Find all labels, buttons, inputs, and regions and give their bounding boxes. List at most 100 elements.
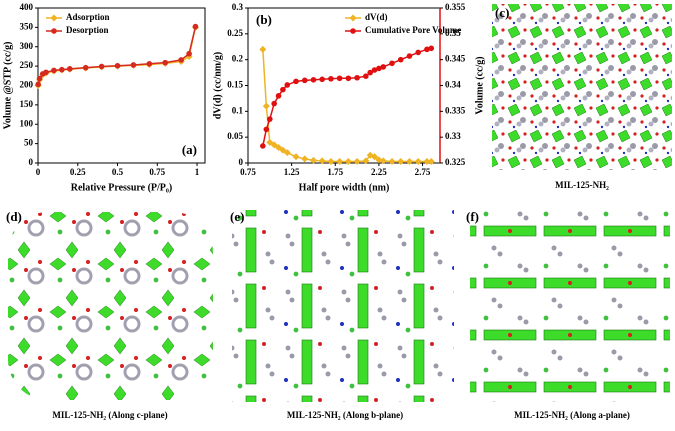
plot-frame <box>37 7 206 164</box>
marker <box>353 157 361 165</box>
marker <box>186 50 192 57</box>
marker <box>178 57 184 63</box>
x-tick-label: 0.75 <box>240 167 256 177</box>
marker <box>67 66 73 72</box>
panel-label: (f) <box>466 209 479 224</box>
marker <box>362 157 370 165</box>
y-tick-label: 150 <box>20 99 34 109</box>
marker <box>350 28 356 34</box>
marker <box>424 46 430 53</box>
marker <box>51 28 57 34</box>
y-tick-label: 350 <box>20 21 34 31</box>
y-tick-label: 0.1 <box>232 105 244 115</box>
y-tick-label: 250 <box>20 60 34 70</box>
panel-label: (d) <box>6 209 22 224</box>
marker <box>405 157 413 165</box>
y-tick-label: 0.2 <box>232 54 244 64</box>
x-tick-label: 2.75 <box>415 167 431 177</box>
structure-image <box>470 210 670 402</box>
x-tick-label: 0.25 <box>70 167 86 177</box>
marker <box>259 45 267 53</box>
marker <box>354 74 360 81</box>
y2-tick-label: 0.325 <box>445 157 466 167</box>
marker <box>114 62 121 69</box>
marker <box>310 77 317 83</box>
panel-label: (a) <box>182 142 197 157</box>
x-tick-label: 2.25 <box>371 167 387 177</box>
structure-image <box>232 210 454 402</box>
y-tick-label: 300 <box>20 41 34 51</box>
panel-label: (e) <box>230 209 244 224</box>
marker <box>327 157 335 165</box>
marker <box>293 78 299 85</box>
y-tick-label: 0.05 <box>227 131 243 141</box>
legend-label: Adsorption <box>66 12 110 22</box>
marker <box>389 60 395 67</box>
legend-label: Cumulative Pore Volume <box>365 25 461 35</box>
marker <box>292 153 300 161</box>
marker <box>59 66 65 73</box>
y2-tick-label: 0.33 <box>445 131 461 141</box>
y-axis-label: dV(d) (cc/nm/g) <box>212 52 223 120</box>
marker <box>319 76 325 83</box>
marker <box>388 157 396 165</box>
legend-label: dV(d) <box>365 12 388 22</box>
y-axis-label: Volume @STP (cc/g) <box>2 42 13 130</box>
y2-tick-label: 0.35 <box>445 28 461 38</box>
marker <box>336 75 343 82</box>
panel-caption: MIL-125-NH₂ (Along c-plane) <box>52 410 167 420</box>
legend-label: Desorption <box>66 25 109 35</box>
y-tick-label: 0 <box>239 157 244 167</box>
series-line <box>37 27 197 86</box>
marker <box>318 157 326 165</box>
marker <box>43 69 49 76</box>
marker <box>371 67 378 73</box>
marker <box>328 75 334 82</box>
y-tick-label: 0.25 <box>227 28 243 38</box>
x-tick-label: 0.5 <box>112 167 124 177</box>
marker <box>284 82 291 88</box>
y-tick-label: 0.15 <box>227 80 243 90</box>
marker <box>380 64 387 70</box>
marker <box>379 157 387 165</box>
marker <box>367 69 373 76</box>
panel-caption: MIL-125-NH₂ <box>555 180 609 190</box>
y-tick-label: 0.3 <box>232 2 244 12</box>
marker <box>98 63 105 70</box>
marker <box>397 157 405 165</box>
marker <box>371 153 379 161</box>
marker <box>280 86 286 93</box>
x-tick-label: 1.25 <box>284 167 300 177</box>
x-tick-label: 1.75 <box>327 167 343 177</box>
panel-caption: MIL-125-NH₂ (Along a-plane) <box>514 410 630 420</box>
marker <box>262 102 270 110</box>
panel-label: (c) <box>495 5 509 20</box>
y2-tick-label: 0.34 <box>445 80 461 90</box>
marker <box>82 64 89 71</box>
series-line <box>262 49 432 163</box>
series-line <box>37 26 197 85</box>
marker <box>271 100 277 107</box>
marker <box>275 93 282 99</box>
marker <box>35 81 41 88</box>
x-tick-label: 0 <box>36 167 41 177</box>
y-tick-label: 400 <box>20 2 34 12</box>
marker <box>50 14 58 22</box>
x-tick-label: 0.75 <box>149 167 165 177</box>
x-axis-label: Relative Pressure (P/P₀) <box>71 182 172 193</box>
structure-image <box>8 212 213 400</box>
marker <box>283 149 291 157</box>
marker <box>301 155 309 163</box>
marker <box>51 67 57 74</box>
marker <box>146 61 153 67</box>
marker <box>192 23 199 30</box>
panel-caption: MIL-125-NH₂ (Along b-plane) <box>287 410 403 420</box>
marker <box>406 53 413 59</box>
marker <box>344 157 352 165</box>
marker <box>415 49 421 56</box>
panel-label: (b) <box>256 12 272 27</box>
marker <box>260 143 266 149</box>
marker <box>36 75 43 82</box>
